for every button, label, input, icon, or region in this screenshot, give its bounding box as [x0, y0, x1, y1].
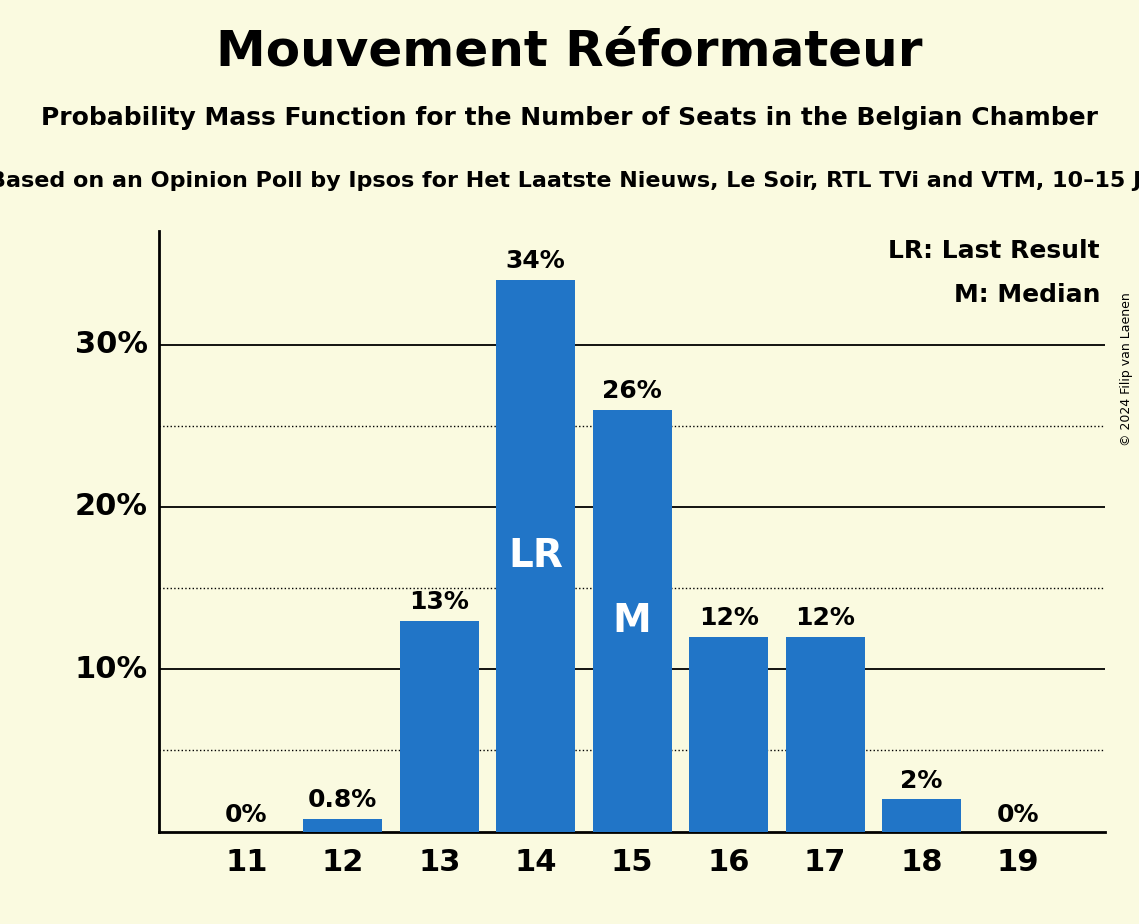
Bar	[303, 819, 383, 832]
Text: 26%: 26%	[603, 379, 662, 403]
Text: © 2024 Filip van Laenen: © 2024 Filip van Laenen	[1121, 293, 1133, 446]
Text: 34%: 34%	[506, 249, 566, 274]
Bar	[882, 799, 961, 832]
Text: 2%: 2%	[900, 769, 943, 793]
Text: Mouvement Réformateur: Mouvement Réformateur	[216, 28, 923, 76]
Text: 30%: 30%	[75, 330, 148, 359]
Text: 0%: 0%	[226, 803, 268, 827]
Bar	[592, 409, 672, 832]
Text: LR: LR	[508, 537, 563, 575]
Text: 13%: 13%	[409, 590, 469, 614]
Text: 10%: 10%	[75, 655, 148, 684]
Text: 20%: 20%	[75, 492, 148, 521]
Text: Probability Mass Function for the Number of Seats in the Belgian Chamber: Probability Mass Function for the Number…	[41, 106, 1098, 130]
Text: LR: Last Result: LR: Last Result	[888, 239, 1100, 263]
Text: 12%: 12%	[698, 606, 759, 630]
Text: M: Median: M: Median	[953, 283, 1100, 307]
Text: 0%: 0%	[997, 803, 1039, 827]
Text: 0.8%: 0.8%	[309, 788, 377, 812]
Bar	[400, 621, 478, 832]
Bar	[689, 637, 768, 832]
Bar	[786, 637, 865, 832]
Text: 12%: 12%	[795, 606, 855, 630]
Text: Based on an Opinion Poll by Ipsos for Het Laatste Nieuws, Le Soir, RTL TVi and V: Based on an Opinion Poll by Ipsos for He…	[0, 171, 1139, 191]
Bar	[497, 280, 575, 832]
Text: M: M	[613, 602, 652, 639]
